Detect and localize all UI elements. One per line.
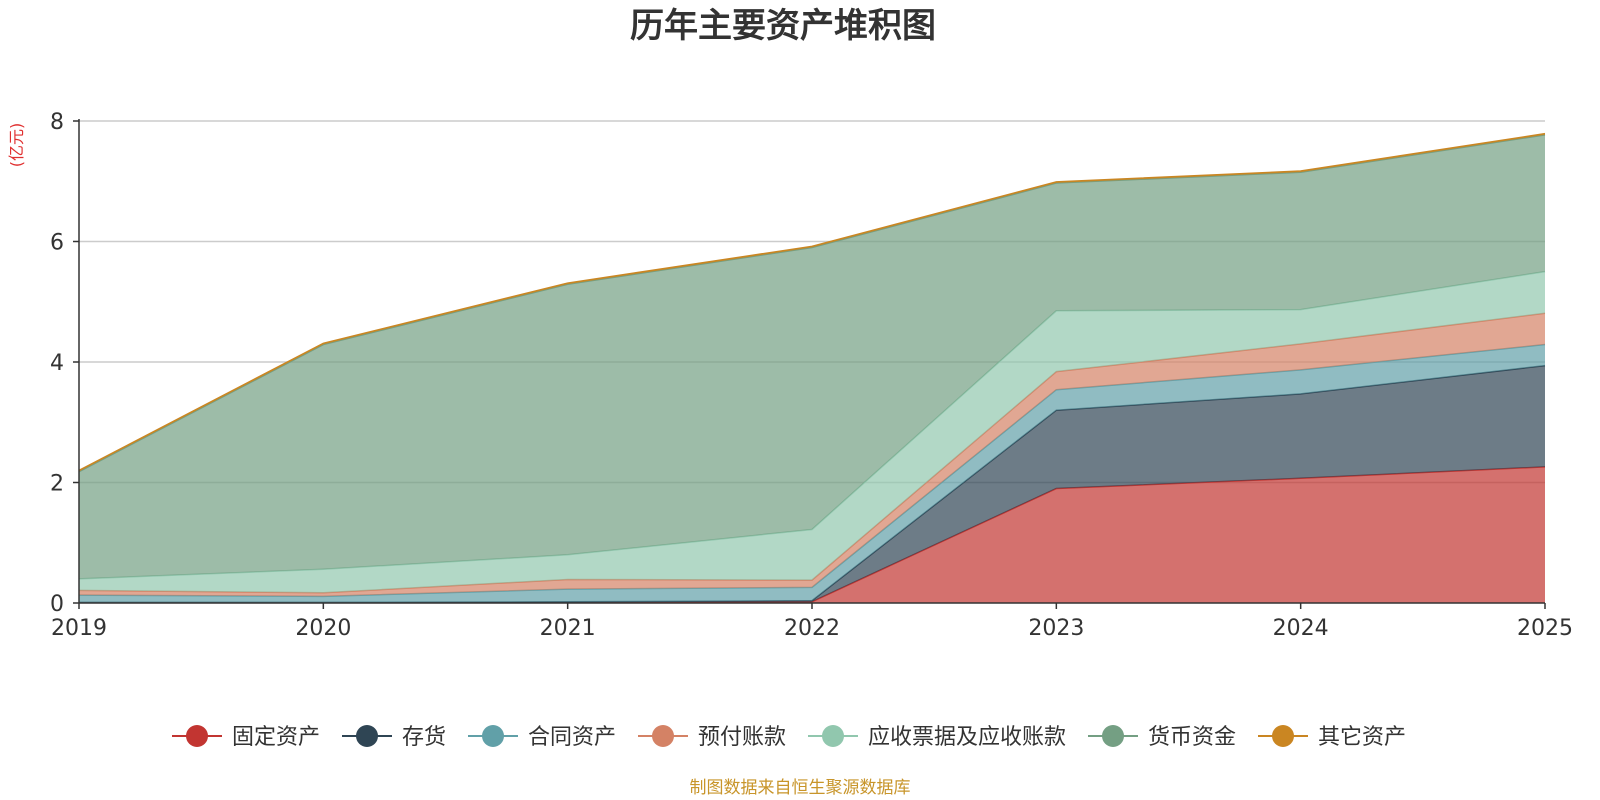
y-tick-label: 0 (50, 592, 64, 617)
legend-marker (482, 725, 504, 747)
axes: 0 2 4 6 8 2019 2020 2021 2022 2023 2024 2025 (50, 110, 1573, 641)
source-note: 制图数据来自恒生聚源数据库 (690, 778, 911, 798)
legend-label: 合同资产 (528, 725, 616, 750)
legend-label: 预付账款 (698, 725, 786, 750)
x-tick-label: 2025 (1517, 616, 1573, 641)
legend-label: 固定资产 (232, 725, 320, 750)
legend-item: 固定资产 (172, 725, 320, 750)
legend-item: 合同资产 (468, 725, 616, 750)
area-series-group (78, 132, 1546, 604)
area-series-4 (79, 313, 1545, 597)
legend-marker (1272, 725, 1294, 747)
x-tick-label: 2023 (1028, 616, 1084, 641)
y-axis-unit-label: (亿元) (7, 123, 26, 168)
legend-item: 应收票据及应收账款 (808, 725, 1066, 750)
area-series-6 (79, 134, 1545, 579)
legend-item: 货币资金 (1088, 725, 1236, 750)
legend-marker (652, 725, 674, 747)
legend-label: 存货 (402, 725, 446, 750)
legend-marker (186, 725, 208, 747)
area-series-3 (79, 344, 1545, 603)
x-tick-label: 2019 (51, 616, 107, 641)
x-tick-label: 2021 (540, 616, 596, 641)
area-series-5 (79, 271, 1545, 593)
legend-marker (1102, 725, 1124, 747)
x-tick-label: 2024 (1273, 616, 1329, 641)
legend-marker (822, 725, 844, 747)
series-line-7 (78, 132, 1546, 472)
y-tick-label: 2 (50, 472, 64, 497)
y-tick-label: 6 (50, 231, 64, 256)
x-tick-label: 2020 (295, 616, 351, 641)
legend-item: 其它资产 (1258, 725, 1406, 750)
y-tick-label: 8 (50, 110, 64, 135)
area-series-1 (79, 466, 1545, 603)
legend-label: 应收票据及应收账款 (868, 725, 1066, 750)
chart-title: 历年主要资产堆积图 (630, 6, 936, 46)
x-tick-label: 2022 (784, 616, 840, 641)
y-tick-label: 4 (50, 351, 64, 376)
legend: 固定资产 存货 合同资产 预付账款 应收票据及应收账款 货币资金 其它资产 (172, 725, 1406, 750)
legend-label: 其它资产 (1318, 725, 1406, 750)
legend-marker (356, 725, 378, 747)
legend-item: 预付账款 (638, 725, 786, 750)
legend-label: 货币资金 (1148, 725, 1236, 750)
legend-item: 存货 (342, 725, 446, 750)
area-series-2 (79, 365, 1545, 603)
